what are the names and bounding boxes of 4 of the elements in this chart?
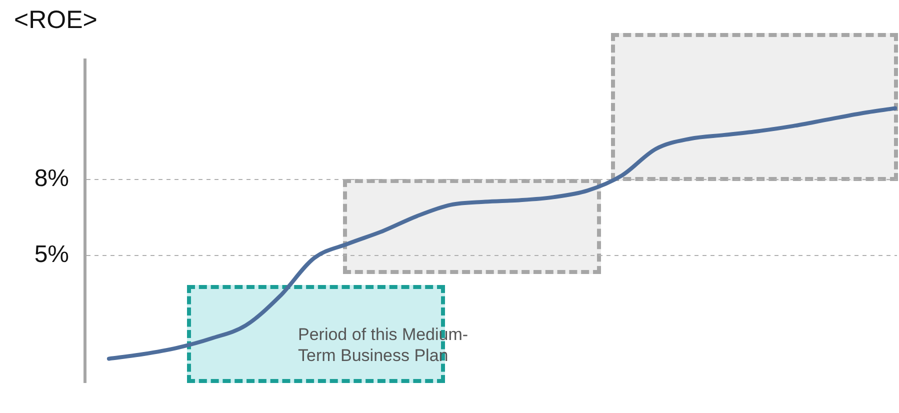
y-tick-label: 5%: [34, 241, 69, 268]
chart-title: <ROE>: [14, 6, 98, 35]
line-series: [106, 106, 897, 361]
y-tick-label: 8%: [34, 165, 69, 192]
